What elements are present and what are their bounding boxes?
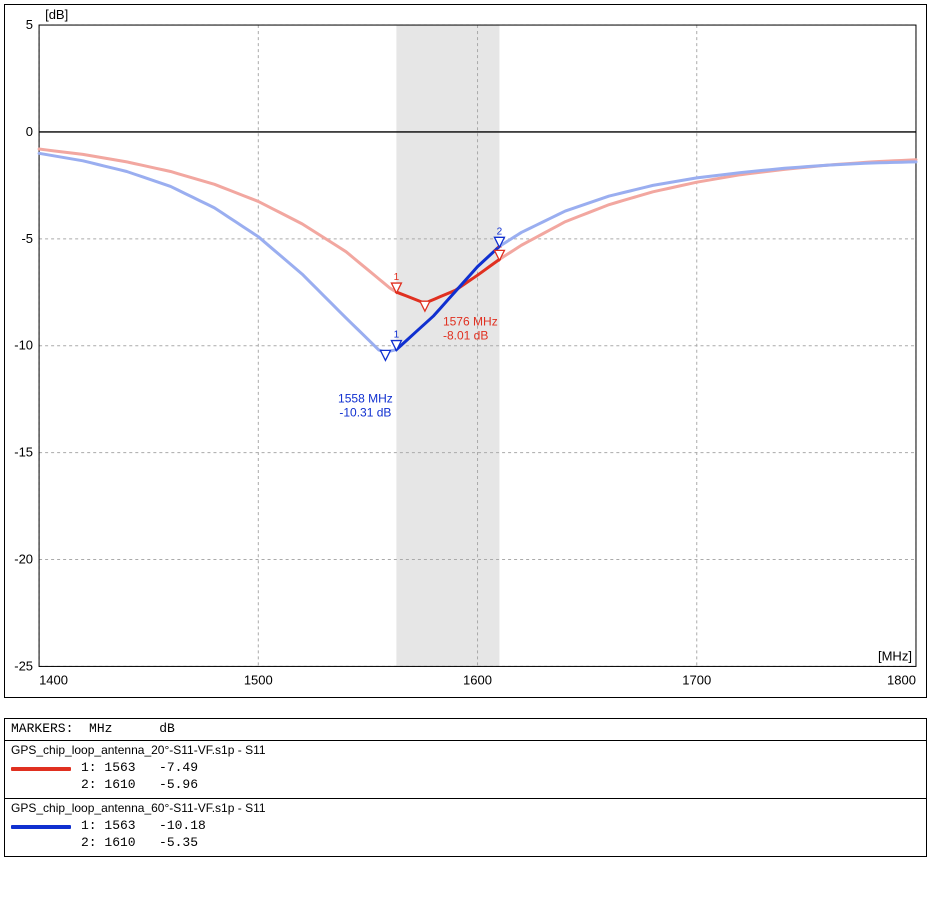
markers-header-label: MARKERS:: [11, 721, 73, 736]
marker-readout-red: 1: 1563 -7.49 2: 1610 -5.96: [81, 759, 198, 794]
svg-text:-5: -5: [21, 231, 33, 246]
svg-text:-20: -20: [14, 552, 33, 567]
plot-svg: 1400 1500 1600 1700 1800 -25 -20 -15 -10 -5 0 5 [dB]…: [5, 5, 926, 697]
svg-text:1558 MHz: 1558 MHz: [338, 392, 393, 406]
svg-text:1700: 1700: [682, 672, 711, 687]
svg-text:-10: -10: [14, 338, 33, 353]
svg-text:-15: -15: [14, 445, 33, 460]
svg-text:1: 1: [394, 272, 400, 283]
svg-text:[dB]: [dB]: [45, 7, 68, 22]
series-cell-blue: GPS_chip_loop_antenna_60°-S11-VF.s1p - S…: [5, 798, 927, 856]
legend-swatch-blue: [11, 825, 71, 829]
svg-text:1600: 1600: [463, 672, 492, 687]
svg-text:-10.31 dB: -10.31 dB: [339, 406, 391, 420]
series-cell-red: GPS_chip_loop_antenna_20°-S11-VF.s1p - S…: [5, 740, 927, 798]
svg-text:1500: 1500: [244, 672, 273, 687]
series-name-red: GPS_chip_loop_antenna_20°-S11-VF.s1p - S…: [11, 743, 920, 757]
svg-text:1576 MHz: 1576 MHz: [443, 314, 498, 328]
svg-text:-25: -25: [14, 658, 33, 673]
svg-text:[MHz]: [MHz]: [878, 648, 912, 663]
markers-header: MARKERS: MHz dB: [5, 718, 927, 740]
series-name-blue: GPS_chip_loop_antenna_60°-S11-VF.s1p - S…: [11, 801, 920, 815]
svg-text:-8.01 dB: -8.01 dB: [443, 328, 488, 342]
markers-header-mhz: MHz: [89, 721, 112, 736]
svg-text:0: 0: [26, 124, 33, 139]
svg-text:5: 5: [26, 17, 33, 32]
svg-text:1: 1: [394, 330, 400, 341]
legend-swatch-red: [11, 767, 71, 771]
markers-table: MARKERS: MHz dB GPS_chip_loop_antenna_20…: [4, 718, 927, 857]
svg-text:2: 2: [497, 226, 503, 237]
svg-text:1400: 1400: [39, 672, 68, 687]
marker-readout-blue: 1: 1563 -10.18 2: 1610 -5.35: [81, 817, 206, 852]
markers-header-db: dB: [159, 721, 175, 736]
svg-text:1800: 1800: [887, 672, 916, 687]
s-parameter-chart: 1400 1500 1600 1700 1800 -25 -20 -15 -10 -5 0 5 [dB]…: [4, 4, 927, 698]
